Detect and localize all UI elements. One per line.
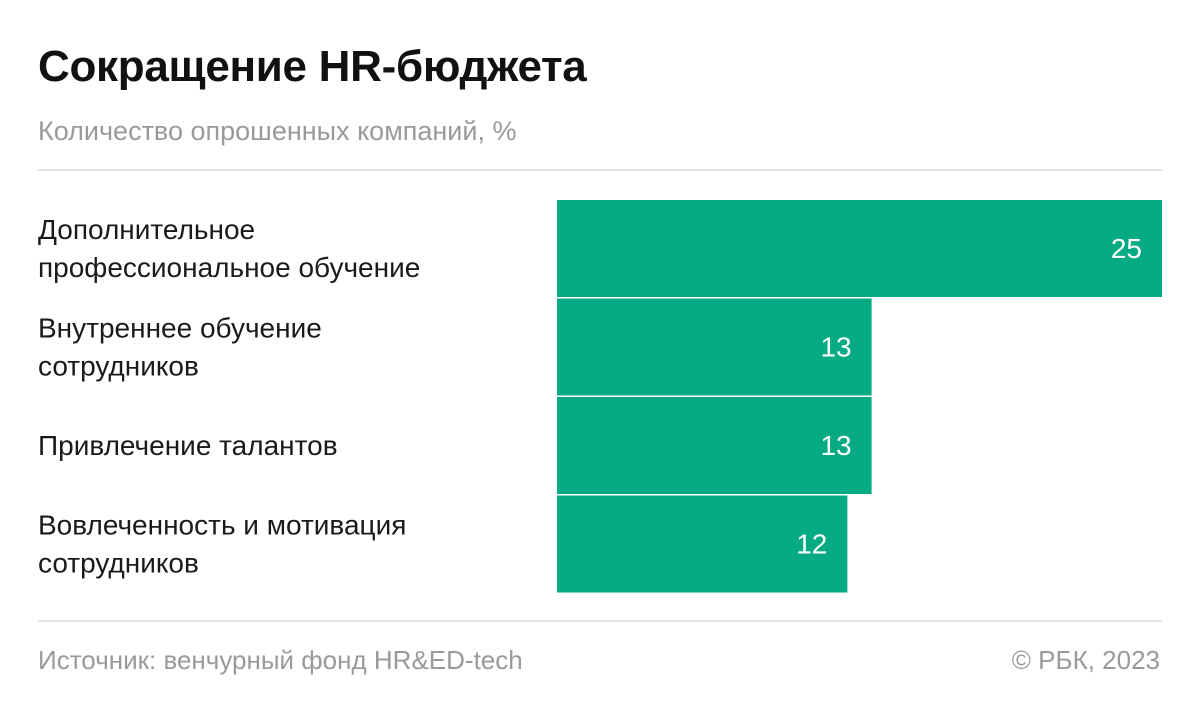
top-divider [38,169,1162,171]
category-label-1-line-2: профессиональное обучение [38,252,420,283]
category-label-2-line-1: Внутреннее обучение [38,313,322,344]
bar-value-label-4: 12 [796,529,827,560]
copyright-note: © РБК, 2023 [1011,645,1160,675]
bar-1 [557,200,1162,297]
bar-value-label-1: 25 [1111,233,1142,264]
bar-3 [557,397,872,494]
bar-value-label-3: 13 [820,430,851,461]
bar-4 [557,495,848,593]
category-label-4-line-1: Вовлеченность и мотивация [38,510,406,541]
category-label-4-line-2: сотрудников [38,548,199,579]
category-label-1-line-1: Дополнительное [38,214,255,245]
category-label-3-line-1: Привлечение талантов [38,430,338,461]
category-label-2-line-2: сотрудников [38,351,199,382]
source-note: Источник: венчурный фонд HR&ED-tech [38,645,523,675]
bar-value-label-2: 13 [820,332,851,363]
bottom-divider [38,620,1162,622]
chart-title: Сокращение HR-бюджета [38,42,587,91]
chart-subtitle: Количество опрошенных компаний, % [38,116,517,146]
bar-2 [557,298,872,396]
